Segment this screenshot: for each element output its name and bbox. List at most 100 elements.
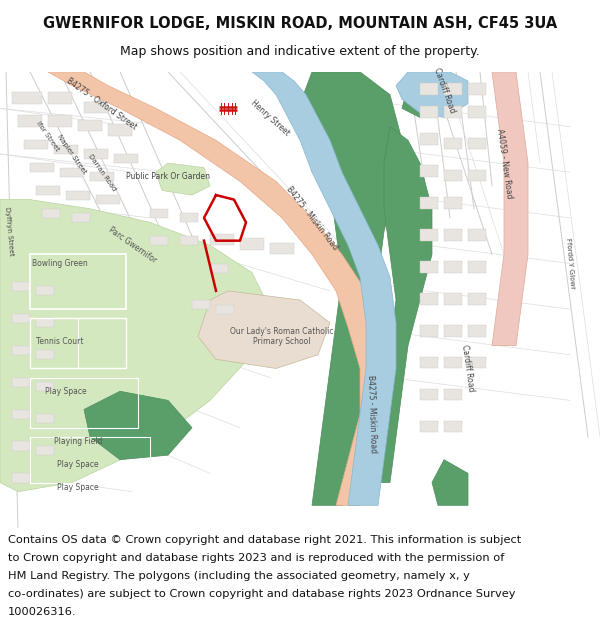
Polygon shape xyxy=(48,72,384,505)
Bar xyxy=(90,173,114,181)
Bar xyxy=(210,234,234,245)
Bar xyxy=(12,378,30,387)
Bar xyxy=(420,229,438,241)
Bar xyxy=(12,441,30,451)
Text: Cardiff Road: Cardiff Road xyxy=(460,344,476,392)
Bar xyxy=(150,209,168,218)
Bar xyxy=(42,209,60,218)
Bar xyxy=(18,115,42,127)
Text: Cardiff Road: Cardiff Road xyxy=(431,66,457,114)
Bar xyxy=(72,213,90,222)
Bar xyxy=(444,293,462,304)
Bar xyxy=(180,236,198,245)
Bar xyxy=(468,261,486,272)
Text: GWERNIFOR LODGE, MISKIN ROAD, MOUNTAIN ASH, CF45 3UA: GWERNIFOR LODGE, MISKIN ROAD, MOUNTAIN A… xyxy=(43,16,557,31)
Bar xyxy=(468,357,486,368)
Bar xyxy=(420,261,438,272)
Bar xyxy=(420,106,438,118)
Bar xyxy=(420,134,438,145)
Bar xyxy=(60,168,84,177)
Polygon shape xyxy=(432,460,468,505)
Bar xyxy=(30,163,54,172)
Bar xyxy=(84,149,108,159)
Bar xyxy=(444,138,462,149)
Bar xyxy=(36,186,60,195)
Bar xyxy=(78,120,102,131)
Bar xyxy=(444,261,462,272)
Polygon shape xyxy=(492,72,528,346)
Text: Tennis Court: Tennis Court xyxy=(36,336,84,346)
Bar xyxy=(36,350,54,359)
Text: Our Lady's Roman Catholic
Primary School: Our Lady's Roman Catholic Primary School xyxy=(230,327,334,346)
Bar xyxy=(108,124,132,136)
Bar xyxy=(444,170,462,181)
Bar xyxy=(420,357,438,368)
Text: Contains OS data © Crown copyright and database right 2021. This information is : Contains OS data © Crown copyright and d… xyxy=(8,535,521,545)
Bar xyxy=(36,286,54,296)
Text: B4275 - Oxford Street: B4275 - Oxford Street xyxy=(65,76,139,131)
Text: Darran Road: Darran Road xyxy=(87,152,117,192)
Bar xyxy=(192,300,210,309)
Bar xyxy=(210,264,228,272)
Bar xyxy=(36,318,54,328)
Polygon shape xyxy=(156,163,210,195)
Text: HM Land Registry. The polygons (including the associated geometry, namely x, y: HM Land Registry. The polygons (includin… xyxy=(8,571,470,581)
Bar xyxy=(48,92,72,104)
Bar xyxy=(270,243,294,254)
Text: B4275 - Miskin Road: B4275 - Miskin Road xyxy=(284,184,340,251)
Text: 100026316.: 100026316. xyxy=(8,607,76,617)
Polygon shape xyxy=(198,291,330,368)
Text: A4059 - New Road: A4059 - New Road xyxy=(494,127,514,199)
Bar xyxy=(468,138,486,149)
Bar xyxy=(420,83,438,94)
Bar xyxy=(96,195,120,204)
Bar xyxy=(420,389,438,401)
Polygon shape xyxy=(402,86,438,118)
Bar xyxy=(444,389,462,401)
Bar xyxy=(468,170,486,181)
Bar xyxy=(468,293,486,304)
Text: Play Space: Play Space xyxy=(57,482,99,491)
Bar xyxy=(240,238,264,250)
Bar xyxy=(30,378,138,428)
Bar xyxy=(54,145,78,154)
Bar xyxy=(24,140,48,149)
Text: Public Park Or Garden: Public Park Or Garden xyxy=(126,173,210,181)
Bar xyxy=(12,346,30,355)
Bar xyxy=(444,229,462,241)
Bar xyxy=(468,106,486,118)
Bar xyxy=(12,473,30,482)
Text: Bowling Green: Bowling Green xyxy=(32,259,88,268)
Bar xyxy=(30,437,150,483)
Polygon shape xyxy=(396,72,468,118)
Bar xyxy=(36,446,54,455)
Bar xyxy=(48,115,72,127)
Polygon shape xyxy=(84,391,192,460)
Bar xyxy=(36,382,54,391)
Bar xyxy=(420,166,438,177)
Polygon shape xyxy=(0,199,270,492)
Bar xyxy=(468,325,486,336)
Bar xyxy=(216,304,234,314)
Text: Ffordd Y Glowr: Ffordd Y Glowr xyxy=(565,238,575,289)
Bar xyxy=(12,282,30,291)
Bar xyxy=(444,198,462,209)
Text: Parc Gwernifor: Parc Gwernifor xyxy=(106,226,158,265)
Bar xyxy=(12,409,30,419)
Text: Ifor Street: Ifor Street xyxy=(35,120,61,152)
Bar xyxy=(36,414,54,423)
Text: Napier Street: Napier Street xyxy=(56,133,88,175)
Bar xyxy=(84,101,108,113)
Text: co-ordinates) are subject to Crown copyright and database rights 2023 Ordnance S: co-ordinates) are subject to Crown copyr… xyxy=(8,589,515,599)
Text: Play Space: Play Space xyxy=(57,460,99,469)
Bar xyxy=(468,83,486,94)
Bar xyxy=(444,106,462,118)
Text: to Crown copyright and database rights 2023 and is reproduced with the permissio: to Crown copyright and database rights 2… xyxy=(8,553,504,563)
Text: Playing Field: Playing Field xyxy=(54,437,102,446)
Bar xyxy=(444,357,462,368)
Bar xyxy=(12,92,42,104)
Bar xyxy=(12,314,30,322)
Polygon shape xyxy=(252,72,396,505)
Text: Henry Street: Henry Street xyxy=(249,98,291,137)
Bar xyxy=(66,191,90,199)
